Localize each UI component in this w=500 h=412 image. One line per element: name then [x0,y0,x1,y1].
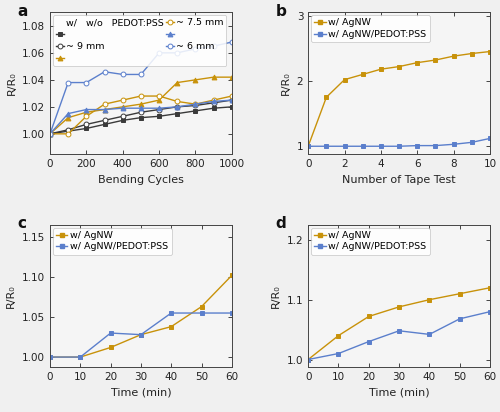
Text: c: c [18,216,26,232]
Text: d: d [276,216,286,232]
Legend: w/   w/o   PEDOT:PSS, , ~ 9 mm, , ~ 7.5 mm, , ~ 6 mm: w/ w/o PEDOT:PSS, , ~ 9 mm, , ~ 7.5 mm, … [53,15,227,66]
X-axis label: Bending Cycles: Bending Cycles [98,175,184,185]
X-axis label: Time (min): Time (min) [110,387,171,397]
Text: a: a [18,4,28,19]
Text: b: b [276,4,286,19]
X-axis label: Number of Tape Test: Number of Tape Test [342,175,456,185]
X-axis label: Time (min): Time (min) [369,387,430,397]
Legend: w/ AgNW, w/ AgNW/PEDOT:PSS: w/ AgNW, w/ AgNW/PEDOT:PSS [311,15,430,42]
Legend: w/ AgNW, w/ AgNW/PEDOT:PSS: w/ AgNW, w/ AgNW/PEDOT:PSS [53,228,172,255]
Y-axis label: R/R₀: R/R₀ [6,71,16,95]
Y-axis label: R/R₀: R/R₀ [271,284,281,308]
Y-axis label: R/R₀: R/R₀ [281,71,291,95]
Legend: w/ AgNW, w/ AgNW/PEDOT:PSS: w/ AgNW, w/ AgNW/PEDOT:PSS [311,228,430,255]
Y-axis label: R/R₀: R/R₀ [6,284,16,308]
